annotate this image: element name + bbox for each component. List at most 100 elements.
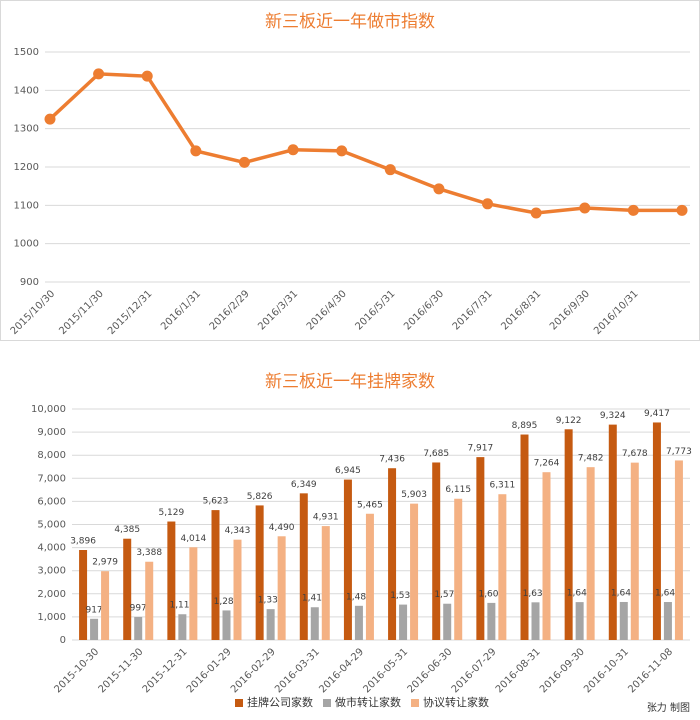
x-tick-label: 2015-11-30	[97, 646, 146, 695]
value-label: 1,418	[302, 594, 328, 604]
x-tick-label: 2015-12-31	[141, 646, 190, 695]
y-tick-label: 1,000	[37, 612, 66, 623]
chart-title: 新三板近一年挂牌家数	[265, 372, 435, 392]
bar	[134, 616, 143, 640]
y-tick-label: 5,000	[37, 520, 66, 531]
x-tick-label: 2015/11/30	[57, 288, 106, 337]
x-tick-label: 2016-04-29	[317, 646, 366, 695]
bar	[619, 601, 628, 640]
value-label: 5,623	[203, 497, 229, 507]
y-tick-label: 1300	[14, 124, 39, 135]
value-label: 1,606	[478, 589, 504, 599]
x-tick-label: 2015/10/30	[9, 288, 58, 337]
credit: 张力 制图	[647, 701, 690, 714]
point	[287, 144, 299, 156]
point	[384, 164, 396, 176]
bar	[321, 526, 330, 640]
bar	[90, 618, 99, 640]
y-tick-label: 2,000	[37, 589, 66, 600]
value-label: 1,280	[214, 597, 240, 607]
value-label: 9,122	[556, 416, 582, 426]
value-label: 5,826	[247, 492, 273, 502]
value-label: 6,311	[489, 481, 515, 491]
bar	[410, 503, 419, 640]
bar	[145, 561, 154, 640]
bar	[365, 513, 374, 640]
bar	[531, 602, 540, 640]
x-tick-label: 2016-08-31	[494, 646, 543, 695]
legend-swatch	[235, 699, 243, 707]
x-tick-label: 2016/5/31	[354, 288, 398, 332]
legend-swatch	[411, 699, 419, 707]
bar	[79, 550, 88, 640]
value-label: 7,264	[534, 459, 560, 469]
value-label: 1,631	[523, 589, 549, 599]
value-label: 8,895	[512, 421, 538, 431]
point	[482, 198, 494, 210]
y-tick-label: 1100	[14, 200, 39, 211]
x-tick-label: 2016-10-31	[582, 646, 631, 695]
value-label: 1,644	[655, 589, 681, 599]
bar	[310, 607, 319, 640]
y-tick-label: 0	[60, 635, 66, 646]
bar	[608, 424, 617, 640]
x-tick-label: 2016/6/30	[402, 288, 446, 332]
point	[44, 113, 56, 125]
bar	[277, 536, 286, 640]
x-tick-label: 2016-06-30	[406, 646, 455, 695]
value-label: 4,385	[114, 525, 140, 535]
bar	[454, 498, 463, 640]
bar	[354, 605, 363, 640]
bar	[575, 602, 584, 640]
bar	[233, 539, 242, 640]
bar	[178, 614, 187, 640]
value-label: 3,896	[70, 537, 96, 547]
value-label: 9,417	[644, 409, 670, 419]
y-tick-label: 1500	[14, 47, 39, 58]
point	[141, 70, 153, 82]
chart-title: 新三板近一年做市指数	[265, 12, 435, 32]
value-label: 5,903	[401, 490, 427, 500]
value-label: 1,570	[434, 590, 460, 600]
x-tick-label: 2015/12/31	[106, 288, 155, 337]
value-label: 7,482	[578, 454, 604, 464]
y-tick-label: 10,000	[31, 404, 66, 415]
value-label: 7,436	[379, 455, 405, 465]
bar	[399, 604, 408, 640]
x-tick-label: 2016-09-30	[538, 646, 587, 695]
y-tick-label: 3,000	[37, 566, 66, 577]
x-tick-label: 2016-02-29	[229, 646, 278, 695]
value-label: 4,014	[180, 534, 206, 544]
x-tick-label: 2016/4/30	[305, 288, 349, 332]
y-tick-label: 7,000	[37, 473, 66, 484]
bar	[487, 602, 496, 640]
x-tick-label: 2016-11-08	[626, 646, 675, 695]
point	[93, 68, 105, 80]
y-tick-label: 9,000	[37, 427, 66, 438]
bar	[564, 429, 573, 640]
value-label: 9,324	[600, 411, 626, 421]
line	[48, 72, 682, 215]
value-label: 5,129	[158, 508, 184, 518]
value-label: 6,115	[445, 485, 471, 495]
bar	[343, 479, 352, 640]
x-tick-label: 2016/3/31	[256, 288, 300, 332]
value-label: 4,931	[313, 513, 339, 523]
point	[579, 202, 591, 214]
point	[676, 204, 688, 216]
y-tick-label: 900	[20, 277, 39, 288]
bar	[663, 602, 672, 640]
value-label: 1,480	[346, 592, 372, 602]
bar	[542, 472, 551, 640]
bar	[255, 505, 264, 640]
value-label: 1,533	[390, 591, 416, 601]
value-label: 2,979	[92, 558, 118, 568]
legend-label: 挂牌公司家数	[247, 695, 313, 709]
bar	[101, 571, 110, 640]
point	[433, 183, 445, 195]
bar	[630, 462, 639, 640]
legend-label: 协议转让家数	[423, 695, 489, 709]
value-label: 7,773	[666, 447, 692, 457]
